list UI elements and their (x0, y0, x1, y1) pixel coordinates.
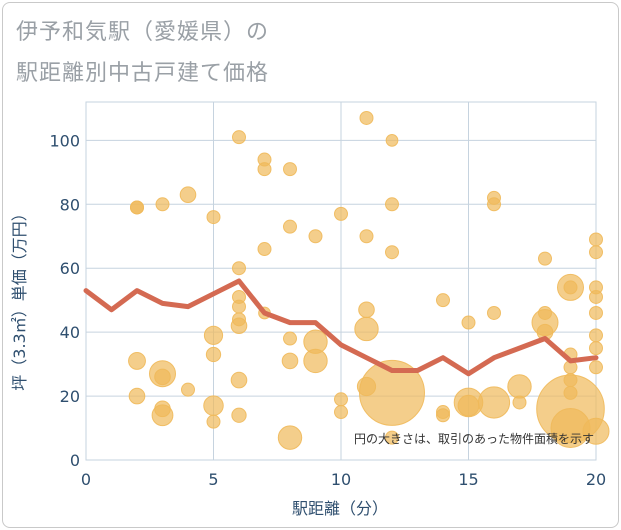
bubble-point (232, 130, 246, 145)
y-tick-label: 100 (49, 131, 80, 150)
bubble-point (206, 414, 221, 429)
size-legend-note: 円の大きさは、取引のあった物件面積を示す (354, 431, 594, 446)
y-tick-label: 20 (60, 387, 80, 406)
bubble-point (359, 359, 425, 426)
bubble-point (334, 392, 348, 407)
bubble-point (589, 341, 603, 356)
x-tick-label: 0 (81, 470, 91, 489)
bubble-point (582, 417, 610, 445)
x-tick-label: 5 (208, 470, 218, 489)
chart-title-line2: 駅距離別中古戸建て価格 (16, 61, 270, 86)
bubble-point (179, 186, 197, 203)
bubble-point (283, 162, 297, 177)
x-tick-label: 15 (458, 470, 478, 489)
bubble-point (457, 394, 480, 417)
bubble-point (334, 206, 348, 221)
bubble-point (283, 219, 297, 234)
bubble-point (385, 245, 399, 260)
bubble-point (283, 331, 297, 346)
y-axis-ticks: 0 20 40 60 80 100 (49, 131, 80, 470)
bubble-point (230, 317, 248, 335)
bubble-point (487, 305, 501, 320)
bubble-point (206, 210, 221, 225)
x-tick-label: 20 (586, 470, 606, 489)
bubble-point (359, 110, 374, 125)
bubble-point (385, 134, 399, 147)
bubble-point (203, 395, 224, 416)
bubble-point (436, 293, 450, 308)
bubble-point (589, 360, 603, 375)
bubble-point (154, 368, 171, 386)
bubble-point (257, 162, 272, 177)
bubble-point (487, 197, 501, 212)
bubble-point (477, 386, 511, 419)
bubble-point (205, 346, 222, 363)
bubble-point (130, 200, 144, 215)
chart-title-line1: 伊予和気駅（愛媛県）の (16, 20, 270, 45)
bubble-point (436, 408, 450, 423)
y-tick-label: 60 (60, 259, 80, 278)
bubble-point (181, 382, 195, 397)
bubble-point (538, 251, 552, 266)
bubble-point (507, 374, 532, 399)
x-axis-ticks: 0 5 10 15 20 (81, 470, 606, 489)
bubble-point (589, 305, 603, 320)
bubble-point (512, 395, 527, 410)
y-tick-label: 40 (60, 323, 80, 342)
bubble-point (385, 197, 399, 212)
bubble-point (385, 430, 399, 445)
bubble-point (151, 404, 174, 427)
y-axis-label: 坪（3.3㎡）単価（万円） (10, 205, 29, 390)
bubble-point (128, 351, 146, 370)
bubble-point (589, 245, 603, 260)
bubble-point (461, 315, 476, 330)
bubble-point (563, 280, 578, 295)
bubble-point (155, 197, 170, 212)
bubble-layer (128, 110, 610, 450)
bubble-point (334, 405, 348, 420)
bubble-point (232, 299, 246, 314)
y-tick-label: 80 (60, 195, 80, 214)
bubble-point (281, 352, 299, 370)
bubble-point (230, 371, 248, 389)
bubble-point (128, 387, 146, 405)
bubble-point (589, 328, 603, 343)
bubble-point (354, 316, 379, 342)
bubble-point (359, 229, 374, 244)
x-tick-label: 10 (331, 470, 351, 489)
bubble-point (303, 348, 328, 374)
average-price-line (83, 278, 599, 377)
bubble-point (232, 261, 246, 276)
bubble-point (589, 289, 603, 304)
bubble-point (203, 325, 224, 345)
bubble-point (308, 229, 323, 244)
bubble-point (358, 301, 375, 319)
bubble-point (257, 242, 272, 257)
average-line-layer (83, 278, 599, 377)
bubble-point (231, 407, 247, 423)
y-tick-label: 0 (70, 451, 80, 470)
bubble-point (589, 232, 603, 247)
x-axis-label: 駅距離（分） (292, 499, 388, 518)
bubble-point (277, 425, 303, 450)
